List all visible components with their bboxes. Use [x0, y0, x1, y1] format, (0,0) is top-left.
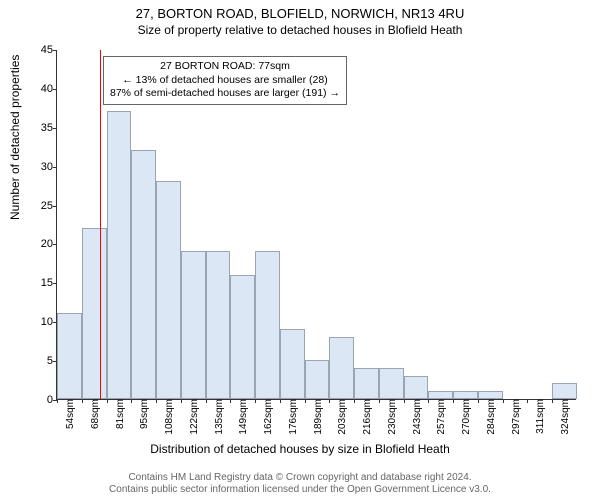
x-tick-label: 311sqm: [533, 399, 546, 434]
x-tick-label: 81sqm: [113, 399, 126, 429]
x-tick-label: 297sqm: [509, 399, 522, 435]
histogram-bar: [354, 368, 379, 399]
x-tick-label: 95sqm: [137, 399, 150, 429]
page-subtitle: Size of property relative to detached ho…: [0, 21, 600, 37]
x-tick-label: 324sqm: [558, 399, 571, 435]
x-tick-mark: [230, 399, 231, 403]
x-tick-mark: [527, 399, 528, 403]
x-tick-label: 216sqm: [360, 399, 373, 435]
page-title: 27, BORTON ROAD, BLOFIELD, NORWICH, NR13…: [0, 0, 600, 21]
chart-area: 05101520253035404554sqm68sqm81sqm95sqm10…: [56, 50, 576, 400]
x-tick-mark: [305, 399, 306, 403]
x-tick-mark: [428, 399, 429, 403]
annotation-line2: ← 13% of detached houses are smaller (28…: [110, 74, 340, 88]
histogram-bar: [82, 228, 107, 399]
y-tick-mark: [53, 167, 57, 168]
x-tick-label: 108sqm: [162, 399, 175, 435]
x-tick-mark: [181, 399, 182, 403]
histogram-bar: [280, 329, 305, 399]
x-tick-label: 135sqm: [212, 399, 225, 435]
x-tick-mark: [552, 399, 553, 403]
x-tick-label: 243sqm: [410, 399, 423, 435]
x-tick-mark: [156, 399, 157, 403]
histogram-bar: [156, 181, 181, 399]
x-tick-label: 203sqm: [335, 399, 348, 435]
reference-line: [100, 50, 101, 399]
x-tick-label: 54sqm: [63, 399, 76, 429]
x-tick-label: 257sqm: [434, 399, 447, 435]
x-tick-mark: [503, 399, 504, 403]
y-tick-mark: [53, 50, 57, 51]
histogram-bar: [329, 337, 354, 399]
footer-line1: Contains HM Land Registry data © Crown c…: [0, 472, 600, 484]
histogram-bar: [478, 391, 503, 399]
x-tick-mark: [404, 399, 405, 403]
histogram-bar: [206, 251, 231, 399]
x-tick-mark: [354, 399, 355, 403]
footer-line2: Contains public sector information licen…: [0, 484, 600, 496]
annotation-line1: 27 BORTON ROAD: 77sqm: [110, 60, 340, 74]
histogram-bar: [379, 368, 404, 399]
annotation-box: 27 BORTON ROAD: 77sqm ← 13% of detached …: [103, 56, 347, 105]
x-tick-mark: [453, 399, 454, 403]
y-tick-mark: [53, 128, 57, 129]
x-tick-label: 162sqm: [261, 399, 274, 435]
x-tick-label: 176sqm: [286, 399, 299, 435]
x-axis-label: Distribution of detached houses by size …: [0, 442, 600, 456]
x-tick-mark: [206, 399, 207, 403]
x-tick-mark: [329, 399, 330, 403]
x-tick-label: 149sqm: [236, 399, 249, 435]
chart-container: 27, BORTON ROAD, BLOFIELD, NORWICH, NR13…: [0, 0, 600, 500]
histogram-bar: [404, 376, 429, 399]
x-tick-label: 284sqm: [484, 399, 497, 435]
histogram-bar: [552, 383, 577, 399]
y-tick-mark: [53, 283, 57, 284]
x-tick-mark: [478, 399, 479, 403]
x-tick-label: 230sqm: [385, 399, 398, 435]
x-tick-label: 68sqm: [88, 399, 101, 429]
y-tick-mark: [53, 206, 57, 207]
histogram-bar: [305, 360, 330, 399]
x-tick-mark: [82, 399, 83, 403]
x-tick-label: 189sqm: [311, 399, 324, 435]
histogram-bar: [428, 391, 453, 399]
x-tick-label: 270sqm: [459, 399, 472, 435]
x-tick-mark: [131, 399, 132, 403]
x-tick-mark: [57, 399, 58, 403]
y-tick-mark: [53, 244, 57, 245]
x-tick-mark: [379, 399, 380, 403]
histogram-bar: [57, 313, 82, 399]
footer: Contains HM Land Registry data © Crown c…: [0, 472, 600, 496]
histogram-bar: [181, 251, 206, 399]
histogram-bar: [453, 391, 478, 399]
y-axis-label: Number of detached properties: [8, 55, 22, 220]
x-tick-label: 122sqm: [187, 399, 200, 435]
annotation-line3: 87% of semi-detached houses are larger (…: [110, 87, 340, 101]
histogram-bar: [255, 251, 280, 399]
x-tick-mark: [107, 399, 108, 403]
histogram-bar: [131, 150, 156, 399]
x-tick-mark: [255, 399, 256, 403]
histogram-bar: [107, 111, 132, 399]
histogram-bar: [230, 275, 255, 399]
y-tick-mark: [53, 89, 57, 90]
x-tick-mark: [280, 399, 281, 403]
